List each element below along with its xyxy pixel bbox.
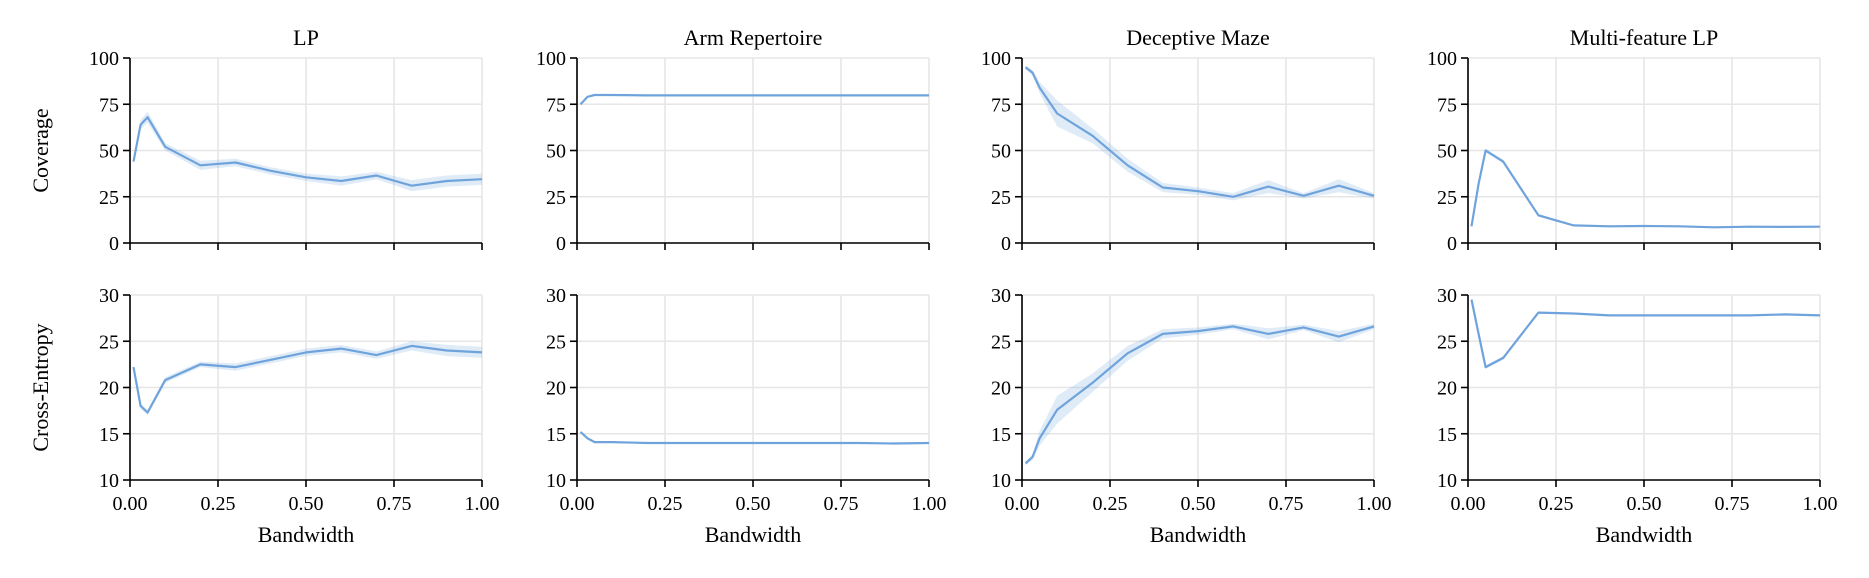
x-axis-label-c2: Bandwidth [1150, 522, 1247, 547]
ytick-label-r1-c3-3: 25 [1437, 331, 1457, 353]
xtick-label-c2-0: 0.00 [1005, 493, 1040, 515]
ytick-label-r1-c0-3: 25 [99, 331, 119, 353]
ytick-label-r1-c2-2: 20 [991, 378, 1011, 400]
ytick-label-r0-c0-1: 25 [99, 187, 119, 209]
xtick-label-c0-0: 0.00 [113, 493, 148, 515]
ytick-label-r0-c2-0: 0 [1001, 233, 1011, 255]
ytick-label-r0-c2-1: 25 [991, 187, 1011, 209]
xtick-label-c0-1: 0.25 [201, 493, 236, 515]
ytick-label-r0-c3-3: 75 [1437, 94, 1457, 116]
xtick-label-c3-3: 0.75 [1715, 493, 1750, 515]
x-axis-label-c1: Bandwidth [705, 522, 802, 547]
ci-band-r0-c0 [133, 111, 482, 192]
xtick-label-c3-1: 0.25 [1539, 493, 1574, 515]
ytick-label-r0-c1-3: 75 [546, 94, 566, 116]
xtick-label-c2-4: 1.00 [1357, 493, 1392, 515]
column-title-1: Arm Repertoire [684, 25, 823, 50]
series-line-r0-c2 [1024, 66, 1375, 198]
ytick-label-r0-c0-3: 75 [99, 94, 119, 116]
series-line-r1-c2 [1024, 325, 1375, 465]
ytick-label-r1-c2-0: 10 [991, 470, 1011, 492]
ytick-label-r1-c3-4: 30 [1437, 285, 1457, 307]
series-line-r0-c0 [132, 116, 483, 187]
ytick-label-r1-c1-1: 15 [546, 424, 566, 446]
ytick-label-r1-c2-1: 15 [991, 424, 1011, 446]
column-title-3: Multi-feature LP [1570, 25, 1718, 50]
series-line-r1-c0 [132, 344, 483, 414]
series-line-r0-c3 [1470, 149, 1821, 229]
xtick-label-c1-4: 1.00 [912, 493, 947, 515]
ci-band-r1-c3 [1471, 298, 1820, 369]
xtick-label-c1-0: 0.00 [560, 493, 595, 515]
ci-band-r1-c0 [133, 341, 482, 416]
ci-band-r0-c3 [1471, 148, 1820, 228]
xtick-label-c1-3: 0.75 [824, 493, 859, 515]
xtick-label-c2-3: 0.75 [1269, 493, 1304, 515]
ytick-label-r1-c1-0: 10 [546, 470, 566, 492]
ytick-label-r1-c2-3: 25 [991, 331, 1011, 353]
column-title-0: LP [293, 25, 319, 50]
ytick-label-r0-c0-0: 0 [109, 233, 119, 255]
ytick-label-r1-c1-4: 30 [546, 285, 566, 307]
ytick-label-r1-c1-3: 25 [546, 331, 566, 353]
ytick-label-r0-c0-2: 50 [99, 141, 119, 163]
ytick-label-r1-c3-0: 10 [1437, 470, 1457, 492]
xtick-label-c1-2: 0.50 [736, 493, 771, 515]
xtick-label-c2-1: 0.25 [1093, 493, 1128, 515]
ytick-label-r0-c2-4: 100 [981, 48, 1011, 70]
ytick-label-r0-c1-4: 100 [536, 48, 566, 70]
xtick-label-c0-4: 1.00 [465, 493, 500, 515]
ytick-label-r0-c0-4: 100 [89, 48, 119, 70]
xtick-label-c0-2: 0.50 [289, 493, 324, 515]
xtick-label-c2-2: 0.50 [1181, 493, 1216, 515]
ytick-label-r1-c3-1: 15 [1437, 424, 1457, 446]
series-line-r1-c1 [579, 431, 930, 445]
ytick-label-r0-c3-2: 50 [1437, 141, 1457, 163]
ytick-label-r1-c0-2: 20 [99, 378, 119, 400]
xtick-label-c3-0: 0.00 [1451, 493, 1486, 515]
ytick-label-r1-c1-2: 20 [546, 378, 566, 400]
ytick-label-r0-c2-3: 75 [991, 94, 1011, 116]
series-line-r1-c3 [1470, 299, 1821, 369]
xtick-label-c3-2: 0.50 [1627, 493, 1662, 515]
ci-band-r0-c2 [1025, 65, 1374, 201]
x-axis-label-c0: Bandwidth [258, 522, 355, 547]
column-title-2: Deceptive Maze [1126, 25, 1270, 50]
ytick-label-r1-c2-4: 30 [991, 285, 1011, 307]
ytick-label-r1-c3-2: 20 [1437, 378, 1457, 400]
ytick-label-r0-c3-0: 0 [1447, 233, 1457, 255]
series-line-r0-c1 [579, 93, 929, 106]
ytick-label-r0-c1-0: 0 [556, 233, 566, 255]
ytick-label-r0-c2-2: 50 [991, 141, 1011, 163]
ytick-label-r1-c0-1: 15 [99, 424, 119, 446]
ytick-label-r0-c3-1: 25 [1437, 187, 1457, 209]
ytick-label-r0-c1-2: 50 [546, 141, 566, 163]
xtick-label-c0-3: 0.75 [377, 493, 412, 515]
xtick-label-c1-1: 0.25 [648, 493, 683, 515]
ytick-label-r1-c0-0: 10 [99, 470, 119, 492]
row-label-1: Cross-Entropy [28, 323, 53, 451]
x-axis-label-c3: Bandwidth [1596, 522, 1693, 547]
xtick-label-c3-4: 1.00 [1803, 493, 1838, 515]
row-label-0: Coverage [28, 108, 53, 192]
ytick-label-r0-c1-1: 25 [546, 187, 566, 209]
ytick-label-r0-c3-4: 100 [1427, 48, 1457, 70]
ci-band-r1-c2 [1025, 323, 1374, 466]
ytick-label-r1-c0-4: 30 [99, 285, 119, 307]
